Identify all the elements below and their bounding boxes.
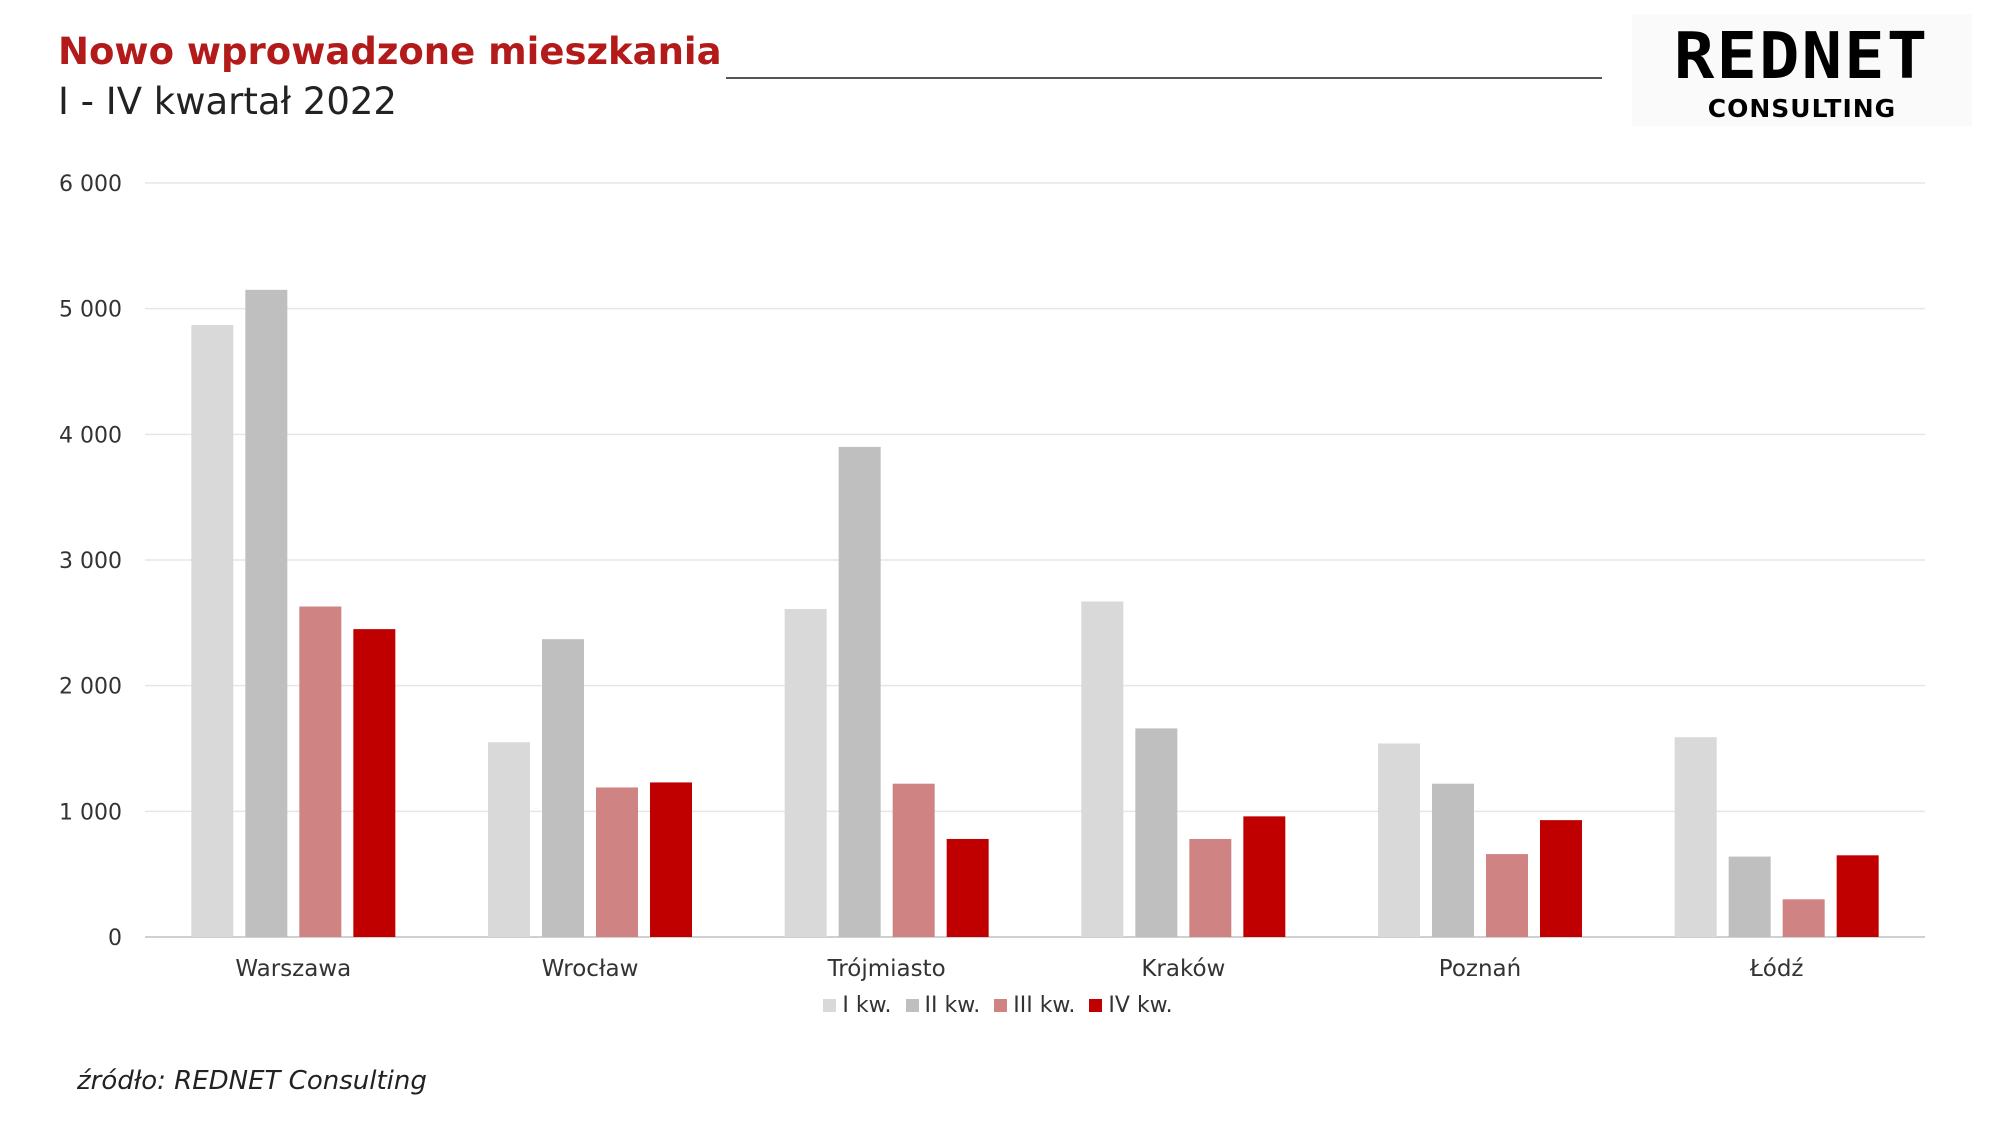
legend-label: III kw. [1013, 993, 1076, 1018]
legend-label: II kw. [924, 993, 981, 1018]
bar-Trójmiasto-III kw. [892, 783, 935, 937]
bar-Warszawa-II kw. [245, 289, 288, 938]
chart-title: Nowo wprowadzone mieszkania [58, 30, 722, 73]
x-tick-label: Łódź [1749, 956, 1804, 982]
y-tick-label: 4 000 [59, 423, 122, 448]
bar-Łódź-III kw. [1782, 899, 1825, 937]
bar-Trójmiasto-IV kw. [946, 838, 989, 937]
legend-swatch [1089, 999, 1103, 1012]
legend-swatch [994, 999, 1008, 1012]
bar-Wrocław-II kw. [542, 639, 584, 937]
legend-item: IV kw. [1089, 993, 1173, 1018]
bar-Łódź-II kw. [1728, 856, 1771, 937]
bar-Kraków-IV kw. [1243, 816, 1286, 937]
y-tick-label: 2 000 [59, 675, 122, 700]
bar-Warszawa-I kw. [191, 325, 234, 938]
bar-Wrocław-IV kw. [650, 782, 692, 937]
bar-Łódź-IV kw. [1836, 855, 1879, 937]
source-note: źródło: REDNET Consulting [77, 1066, 427, 1096]
legend-item: I kw. [823, 993, 892, 1018]
bar-Poznań-III kw. [1486, 854, 1528, 937]
bar-Poznań-I kw. [1378, 743, 1420, 937]
bar-Trójmiasto-II kw. [838, 446, 881, 937]
x-tick-label: Kraków [1141, 956, 1225, 982]
legend-swatch [823, 999, 837, 1012]
rednet-logo: REDNET CONSULTING [1632, 14, 1972, 126]
bar-Poznań-IV kw. [1540, 820, 1582, 937]
legend-label: IV kw. [1108, 993, 1173, 1018]
bar-Kraków-II kw. [1135, 728, 1178, 937]
bar-Wrocław-I kw. [488, 742, 530, 937]
x-tick-label: Wrocław [542, 956, 639, 982]
y-tick-label: 0 [108, 926, 122, 951]
bar-chart: 0 1 000 2 000 3 000 4 000 5 000 6 000 Warszawa W… [59, 172, 1925, 982]
legend-item: III kw. [994, 993, 1075, 1018]
bar-Warszawa-IV kw. [353, 629, 396, 937]
logo-wordmark-text: REDNET [1674, 20, 1930, 94]
bar-Łódź-I kw. [1674, 737, 1717, 937]
legend-label: I kw. [842, 993, 892, 1018]
bar-Poznań-II kw. [1432, 783, 1474, 937]
y-tick-label: 1 000 [59, 800, 122, 825]
bar-Kraków-I kw. [1081, 601, 1124, 937]
header-rule [726, 77, 1602, 79]
y-tick-label: 3 000 [59, 549, 122, 574]
logo-tagline: CONSULTING [1707, 94, 1897, 123]
legend-item: II kw. [905, 993, 981, 1018]
y-tick-label: 6 000 [59, 172, 122, 197]
x-tick-label: Warszawa [235, 956, 351, 982]
legend-swatch [905, 999, 919, 1012]
logo-wordmark: REDNET [1638, 20, 1966, 94]
bar-Trójmiasto-I kw. [784, 609, 827, 937]
bar-Kraków-III kw. [1189, 838, 1232, 937]
bar-Wrocław-III kw. [596, 787, 638, 937]
bar-Warszawa-III kw. [299, 606, 342, 937]
x-tick-label: Poznań [1439, 956, 1521, 982]
x-tick-label: Trójmiasto [827, 956, 946, 982]
y-tick-label: 5 000 [59, 298, 122, 323]
chart-legend: I kw. II kw. III kw. IV kw. [0, 993, 1996, 1018]
chart-subtitle: I - IV kwartał 2022 [58, 80, 397, 123]
